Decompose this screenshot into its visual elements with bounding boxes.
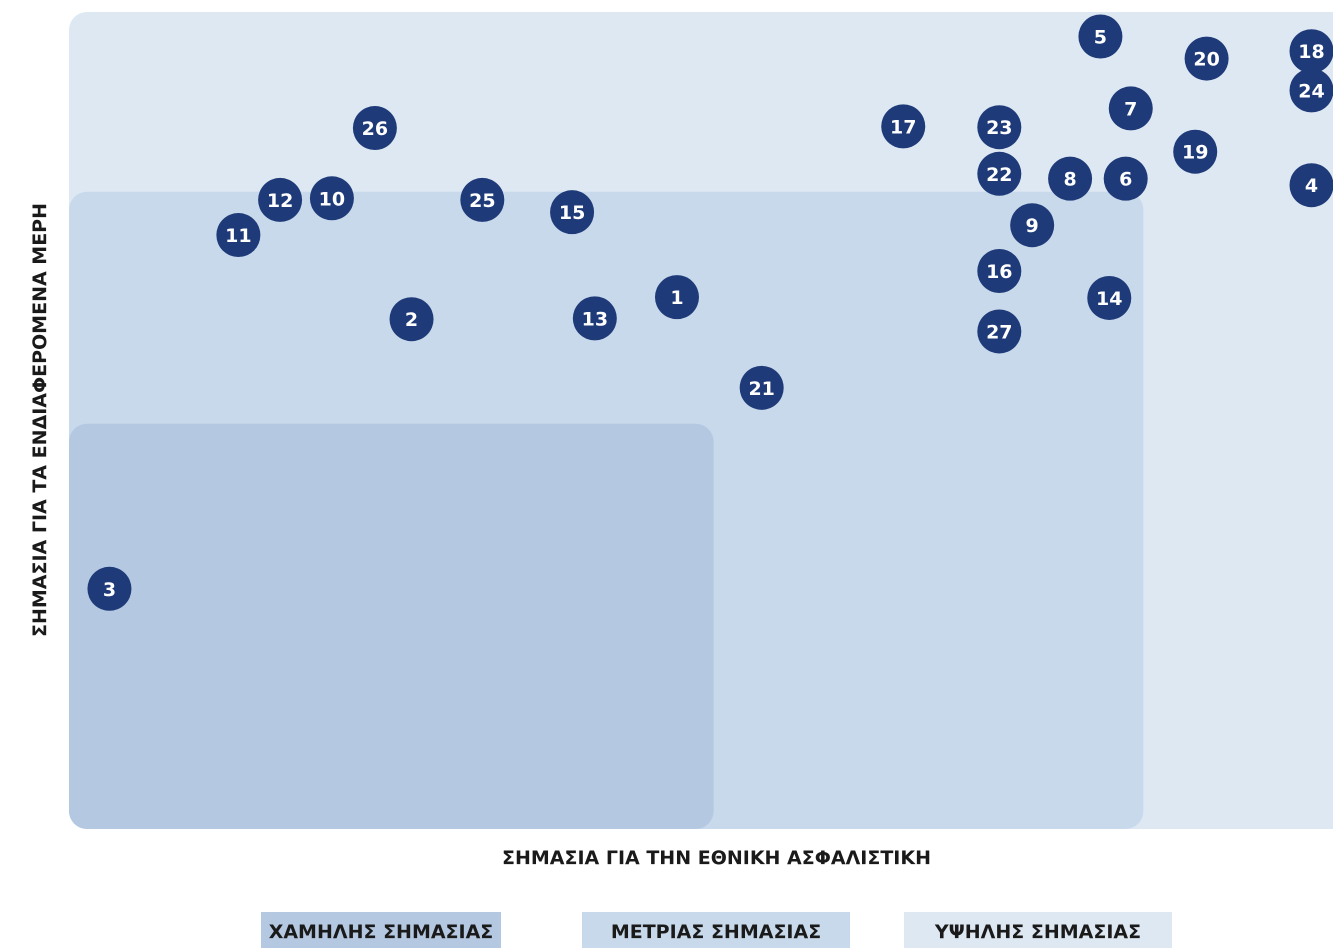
point-1: 1 — [654, 275, 699, 320]
point-marker — [1289, 29, 1333, 74]
point-marker — [977, 151, 1022, 196]
point-20: 20 — [1184, 36, 1229, 81]
point-marker — [460, 177, 505, 222]
point-marker — [216, 213, 261, 258]
point-8: 8 — [1048, 156, 1093, 201]
legend-high-importance: ΥΨΗΛΗΣ ΣΗΜΑΣΙΑΣ — [904, 912, 1172, 948]
point-label: 9 — [1026, 215, 1039, 237]
point-label: 25 — [469, 190, 495, 212]
point-marker — [1289, 68, 1333, 113]
point-18: 18 — [1289, 29, 1333, 74]
point-label: 8 — [1063, 169, 1076, 191]
point-label: 7 — [1124, 98, 1137, 120]
legend-medium-importance: ΜΕΤΡΙΑΣ ΣΗΜΑΣΙΑΣ — [582, 912, 850, 948]
point-marker — [977, 105, 1022, 150]
point-label: 1 — [670, 287, 683, 309]
point-label: 2 — [405, 309, 418, 331]
point-marker — [1108, 86, 1153, 131]
point-label: 19 — [1182, 142, 1208, 164]
point-label: 12 — [267, 190, 293, 212]
y-axis-label: ΣΗΜΑΣΙΑ ΓΙΑ ΤΑ ΕΝΔΙΑΦΕΡΟΜΕΝΑ ΜΕΡΗ — [29, 202, 51, 638]
point-label: 10 — [319, 188, 345, 210]
point-marker — [258, 177, 303, 222]
point-26: 26 — [352, 106, 397, 151]
point-label: 15 — [559, 202, 585, 224]
point-label: 3 — [103, 579, 116, 601]
point-label: 22 — [986, 164, 1012, 186]
point-16: 16 — [977, 248, 1022, 293]
point-label: 17 — [890, 116, 916, 138]
point-label: 26 — [362, 118, 388, 140]
point-marker — [881, 104, 926, 149]
point-25: 25 — [460, 177, 505, 222]
point-marker — [309, 176, 354, 221]
point-22: 22 — [977, 151, 1022, 196]
point-marker — [1184, 36, 1229, 81]
point-marker — [1010, 203, 1055, 248]
point-label: 14 — [1096, 288, 1122, 310]
point-10: 10 — [309, 176, 354, 221]
legend-low-importance: ΧΑΜΗΛΗΣ ΣΗΜΑΣΙΑΣ — [261, 912, 501, 948]
point-9: 9 — [1010, 203, 1055, 248]
point-11: 11 — [216, 213, 261, 258]
point-label: 4 — [1305, 175, 1318, 197]
point-marker — [977, 309, 1022, 354]
point-marker — [1173, 129, 1218, 174]
point-19: 19 — [1173, 129, 1218, 174]
point-marker — [654, 275, 699, 320]
point-17: 17 — [881, 104, 926, 149]
x-axis-label: ΣΗΜΑΣΙΑ ΓΙΑ ΤΗΝ ΕΘΝΙΚΗ ΑΣΦΑΛΙΣΤΙΚΗ — [501, 847, 932, 869]
point-14: 14 — [1087, 275, 1132, 320]
point-marker — [550, 190, 595, 235]
point-marker — [389, 297, 434, 342]
point-21: 21 — [739, 365, 784, 410]
point-3: 3 — [87, 566, 132, 611]
point-12: 12 — [258, 177, 303, 222]
point-15: 15 — [550, 190, 595, 235]
point-7: 7 — [1108, 86, 1153, 131]
point-marker — [352, 106, 397, 151]
point-label: 20 — [1193, 49, 1219, 71]
point-marker — [1048, 156, 1093, 201]
point-label: 16 — [986, 261, 1012, 283]
point-23: 23 — [977, 105, 1022, 150]
importance-zones — [69, 12, 1333, 830]
point-label: 23 — [986, 117, 1012, 139]
zone-low — [69, 423, 714, 829]
point-6: 6 — [1103, 156, 1148, 201]
point-label: 24 — [1298, 80, 1324, 102]
materiality-points: 1234567891011121314151617181920212223242… — [87, 14, 1333, 611]
point-marker — [1289, 163, 1333, 208]
point-4: 4 — [1289, 163, 1333, 208]
point-marker — [572, 296, 617, 341]
point-marker — [1103, 156, 1148, 201]
point-label: 27 — [986, 321, 1012, 343]
point-label: 18 — [1298, 41, 1324, 63]
point-marker — [87, 566, 132, 611]
point-2: 2 — [389, 297, 434, 342]
point-27: 27 — [977, 309, 1022, 354]
point-marker — [739, 365, 784, 410]
point-24: 24 — [1289, 68, 1333, 113]
point-label: 11 — [225, 225, 251, 247]
point-marker — [1087, 275, 1132, 320]
point-marker — [1078, 14, 1123, 59]
point-label: 6 — [1119, 169, 1132, 191]
point-5: 5 — [1078, 14, 1123, 59]
point-label: 21 — [748, 378, 774, 400]
point-marker — [977, 248, 1022, 293]
point-label: 13 — [582, 308, 608, 330]
point-13: 13 — [572, 296, 617, 341]
point-label: 5 — [1094, 27, 1107, 49]
